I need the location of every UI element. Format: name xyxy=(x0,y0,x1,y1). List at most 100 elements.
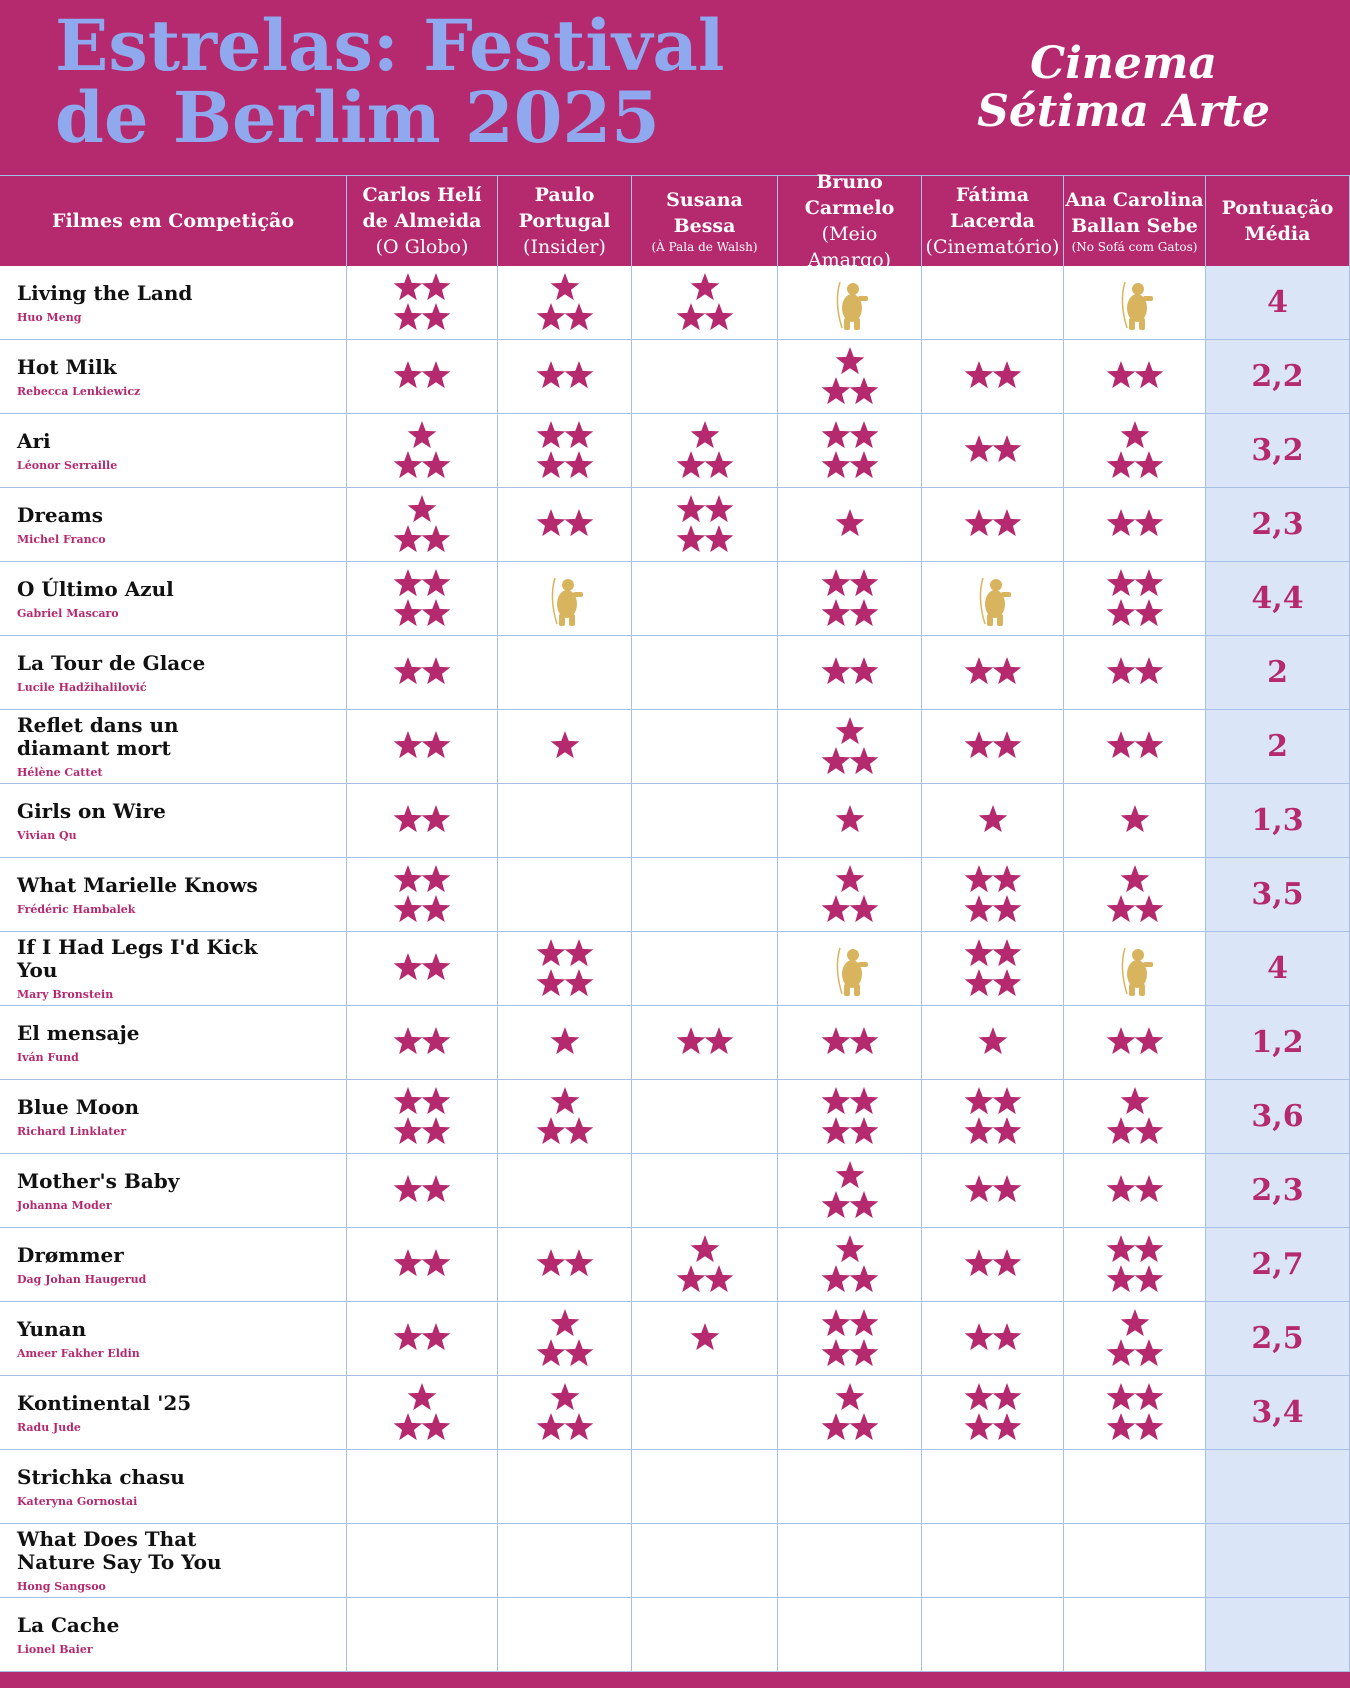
critic-header: Bruno Carmelo (Meio Amargo) xyxy=(778,171,922,271)
golden-bear xyxy=(551,577,583,626)
star xyxy=(821,1190,850,1218)
star xyxy=(992,656,1021,684)
film-director: Kateryna Gornostai xyxy=(17,1494,138,1508)
rating xyxy=(821,864,878,922)
star xyxy=(1134,598,1163,626)
rating xyxy=(393,1086,451,1144)
star xyxy=(536,360,565,388)
rating-cell xyxy=(778,266,922,340)
star xyxy=(1106,1116,1135,1144)
star xyxy=(821,1086,850,1114)
rating-cell xyxy=(498,266,632,340)
rating-cell xyxy=(632,414,778,488)
star xyxy=(421,894,451,922)
rating-cell xyxy=(778,414,922,488)
rating-cell xyxy=(632,710,778,784)
rating xyxy=(821,1382,878,1440)
rating xyxy=(393,420,451,478)
star xyxy=(690,420,719,448)
star xyxy=(821,1308,850,1336)
star xyxy=(835,1160,864,1188)
star xyxy=(849,376,878,404)
average-cell: 2 xyxy=(1206,710,1350,784)
star xyxy=(1120,804,1149,832)
rating-cell xyxy=(922,1154,1064,1228)
star xyxy=(1134,894,1163,922)
star xyxy=(564,450,593,478)
average-cell: 3,4 xyxy=(1206,1376,1350,1450)
star xyxy=(964,1322,993,1350)
rating-cell xyxy=(632,784,778,858)
star xyxy=(704,302,733,330)
rating xyxy=(1106,864,1163,922)
star xyxy=(1134,730,1163,758)
rating-cell xyxy=(498,414,632,488)
rating-cell xyxy=(922,710,1064,784)
film-director: Radu Jude xyxy=(17,1420,81,1434)
star xyxy=(421,598,451,626)
star xyxy=(1106,598,1135,626)
rating xyxy=(964,508,1021,536)
star xyxy=(393,730,423,758)
rating-cell xyxy=(632,266,778,340)
rating xyxy=(1106,730,1163,758)
rating xyxy=(836,281,868,330)
star xyxy=(1106,1412,1135,1440)
critic-name: Susana Bessa xyxy=(666,189,743,237)
average: 2 xyxy=(1267,729,1288,764)
rating xyxy=(964,730,1021,758)
star xyxy=(393,656,423,684)
average: 3,5 xyxy=(1251,877,1304,912)
star xyxy=(1120,420,1149,448)
star xyxy=(1106,656,1135,684)
star xyxy=(550,1308,579,1336)
film-title: La Tour de Glace xyxy=(17,650,206,675)
star xyxy=(849,894,878,922)
rating xyxy=(1106,568,1163,626)
rating-cell xyxy=(922,784,1064,858)
star xyxy=(849,598,878,626)
star xyxy=(421,952,451,980)
star xyxy=(849,1412,878,1440)
film-director: Lionel Baier xyxy=(17,1642,93,1656)
star xyxy=(821,420,850,448)
brand-line: Sétima Arte xyxy=(977,86,1270,137)
rating xyxy=(821,716,878,774)
rating xyxy=(964,434,1021,462)
star xyxy=(1106,1174,1135,1202)
rating xyxy=(676,494,733,552)
star xyxy=(821,894,850,922)
film-cell: Ari Léonor Serraille xyxy=(0,414,347,488)
rating-cell xyxy=(922,488,1064,562)
rating xyxy=(964,1382,1021,1440)
rating xyxy=(835,508,864,536)
film-title: Strichka chasu xyxy=(17,1464,185,1489)
star xyxy=(690,1234,719,1262)
star xyxy=(536,450,565,478)
average: 3,4 xyxy=(1251,1395,1304,1430)
rating xyxy=(393,568,451,626)
star xyxy=(393,1322,423,1350)
star xyxy=(1106,1264,1135,1292)
star xyxy=(1120,1086,1149,1114)
star xyxy=(704,1026,733,1054)
film-director: Huo Meng xyxy=(17,310,82,324)
rating xyxy=(964,656,1021,684)
rating-cell xyxy=(1064,562,1206,636)
average: 4 xyxy=(1267,285,1288,320)
star xyxy=(536,1412,565,1440)
rating-cell xyxy=(498,1450,632,1524)
star xyxy=(821,1264,850,1292)
star xyxy=(1134,508,1163,536)
rating-cell xyxy=(778,1080,922,1154)
star xyxy=(564,1248,593,1276)
average-cell: 2,3 xyxy=(1206,1154,1350,1228)
average: 1,3 xyxy=(1251,803,1304,838)
star xyxy=(964,1382,993,1410)
rating xyxy=(393,1174,451,1202)
rating-cell xyxy=(778,1450,922,1524)
rating-cell xyxy=(632,562,778,636)
rating-cell xyxy=(632,858,778,932)
rating-cell xyxy=(1064,784,1206,858)
average-cell: 2,2 xyxy=(1206,340,1350,414)
